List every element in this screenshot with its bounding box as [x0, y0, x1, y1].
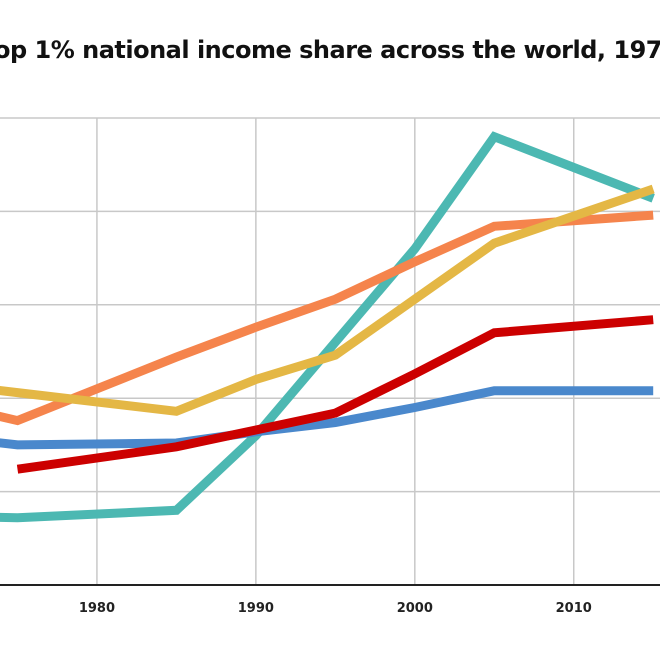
chart-title: op 1% national income share across the w… — [0, 36, 660, 64]
x-tick-label: 2000 — [397, 601, 433, 616]
series-line-5 — [16, 315, 654, 474]
series-line-1 — [0, 131, 655, 523]
series-line-2 — [0, 210, 654, 426]
x-tick-label: 1980 — [79, 601, 115, 616]
x-tick-label: 1990 — [238, 601, 274, 616]
x-tick-label: 2010 — [556, 601, 592, 616]
series-line-4 — [0, 386, 654, 450]
series-lines — [0, 131, 655, 523]
x-tick-labels: 1980 1990 2000 2010 — [79, 601, 592, 616]
series-line-3 — [0, 184, 655, 416]
